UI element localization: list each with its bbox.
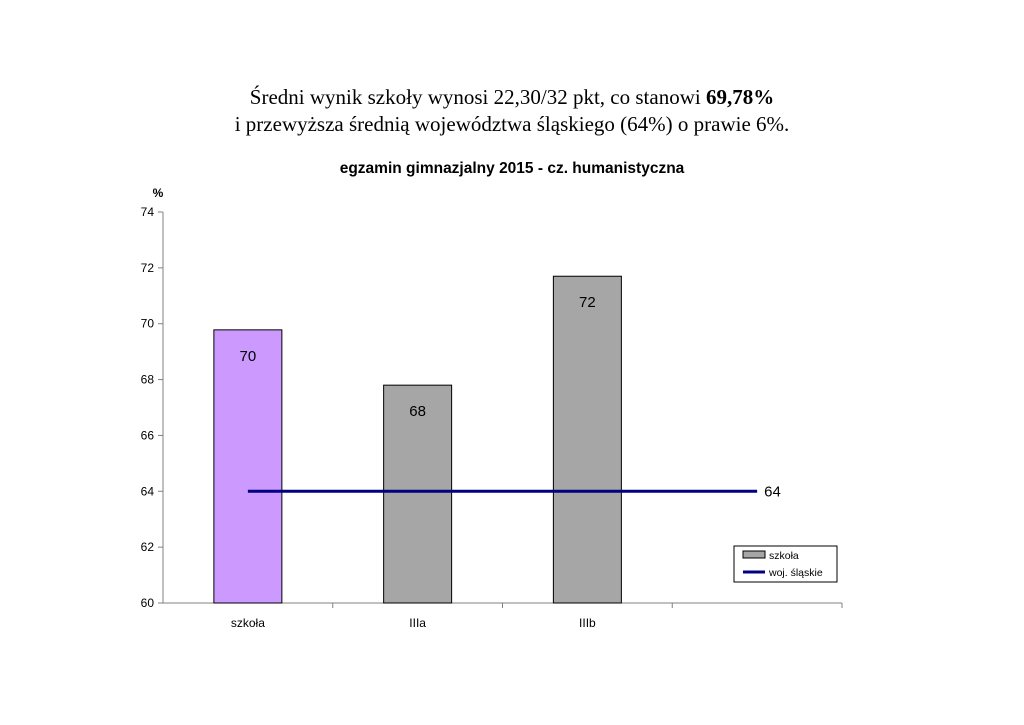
heading-line-1: Średni wynik szkoły wynosi 22,30/32 pkt,… [0,84,1024,111]
legend: szkoła woj. śląskie [733,545,838,583]
y-tick-label: 72 [141,261,155,275]
legend-label: woj. śląskie [768,567,823,579]
bar-1 [213,329,283,604]
page-heading: Średni wynik szkoły wynosi 22,30/32 pkt,… [0,84,1024,138]
bar-data-label: 68 [409,403,426,420]
heading-line-2: i przewyższa średnią województwa śląskie… [234,112,790,136]
y-tick-label: 70 [141,317,155,331]
y-tick-label: 66 [141,428,155,442]
plot-area: 60 62 64 66 68 70 72 74 70 szkoła 68 IIIa 72 IIIb 64 [141,205,843,630]
y-tick-label: 64 [141,484,155,498]
y-tick-label: 74 [141,205,155,219]
x-tick-label: szkoła [231,616,265,630]
heading-line-1-text: Średni wynik szkoły wynosi 22,30/32 pkt,… [249,85,706,109]
line-data-label: 64 [764,483,781,500]
y-tick-label: 68 [141,373,155,387]
bar-data-label: 70 [240,348,257,365]
legend-swatch-bar [742,550,766,559]
bar-3 [552,275,622,604]
bar-data-label: 72 [579,294,596,311]
x-tick-label: IIIb [579,616,596,630]
x-tick-label: IIIa [409,616,426,630]
legend-label: szkoła [769,550,799,562]
y-tick-label: 60 [141,596,155,610]
heading-score-percent: 69,78% [705,85,775,109]
bar-2 [383,384,453,604]
y-tick-label: 62 [141,540,155,554]
y-axis-label: % [153,186,164,200]
chart-title: egzamin gimnazjalny 2015 - cz. humanisty… [340,160,685,177]
